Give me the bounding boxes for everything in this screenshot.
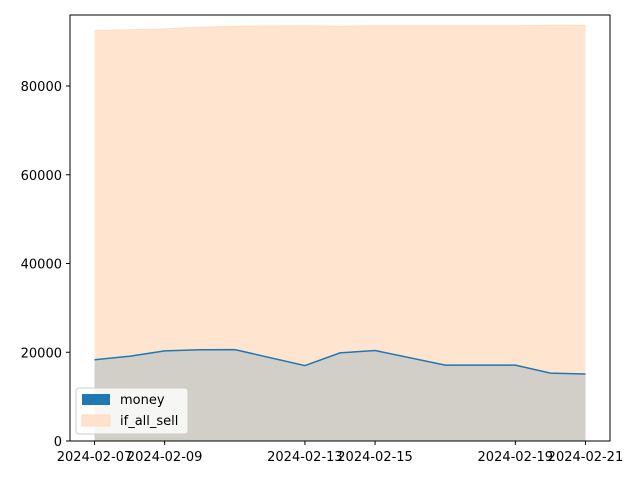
- line-money: [94, 348, 586, 375]
- chart-lines: [94, 24, 586, 375]
- y-tick-label: 60000: [21, 169, 62, 184]
- legend-swatch-money: [82, 394, 110, 405]
- chart-areas: [94, 25, 586, 442]
- x-tick-label: 2024-02-07: [57, 450, 133, 465]
- edge-if-all-sell: [94, 24, 586, 32]
- plot-frame: [69, 14, 611, 442]
- legend: money if_all_sell: [75, 387, 189, 435]
- area-if-all-sell: [94, 25, 586, 442]
- legend-label-if-all-sell: if_all_sell: [120, 414, 178, 429]
- x-tick-label: 2024-02-13: [267, 450, 343, 465]
- y-axis: 0 20000 40000 60000 80000: [21, 80, 70, 450]
- y-tick-label: 20000: [21, 346, 62, 361]
- legend-label-money: money: [120, 393, 165, 408]
- y-tick-label: 80000: [21, 80, 62, 95]
- x-tick-label: 2024-02-09: [127, 450, 203, 465]
- area-money: [94, 349, 586, 441]
- legend-swatch-if-all-sell: [81, 414, 111, 427]
- x-tick-label: 2024-02-19: [478, 450, 554, 465]
- x-tick-label: 2024-02-21: [548, 450, 624, 465]
- y-tick-label: 0: [54, 435, 62, 450]
- y-tick-label: 40000: [21, 258, 62, 273]
- x-tick-label: 2024-02-15: [337, 450, 413, 465]
